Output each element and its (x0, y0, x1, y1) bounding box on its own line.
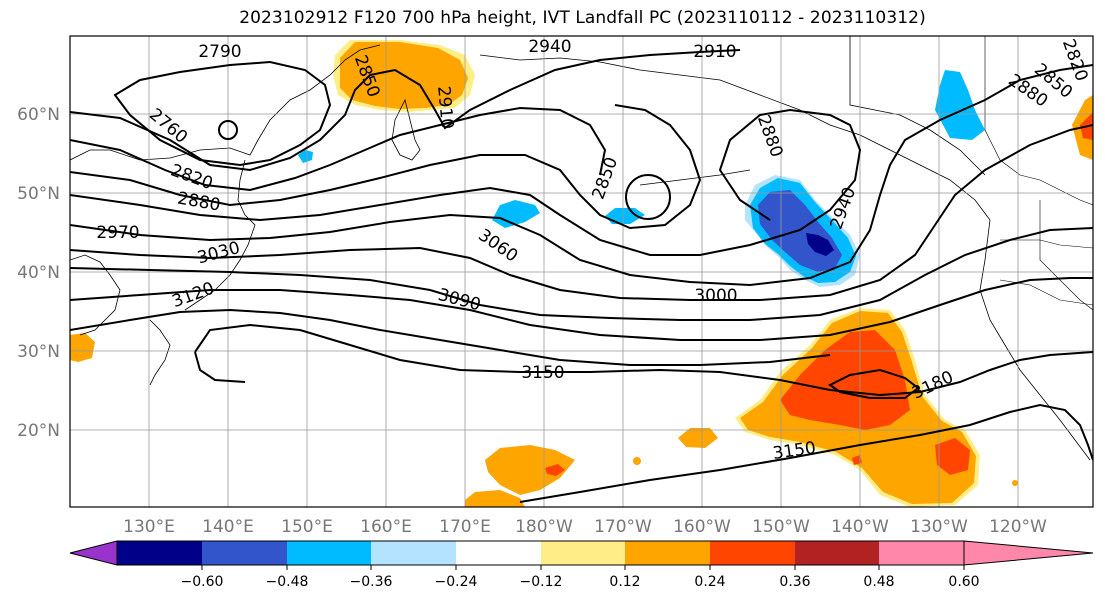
colorbar-bin (795, 541, 879, 565)
lon-label: 160°W (673, 517, 731, 537)
ivt-region-negative (492, 200, 540, 228)
lon-label: 150°E (281, 517, 333, 537)
map-title: 2023102912 F120 700 hPa height, IVT Land… (239, 8, 926, 28)
lat-label: 20°N (17, 421, 60, 441)
colorbar-extend-low (69, 540, 118, 566)
colorbar-tick-label: 0.36 (779, 574, 810, 590)
colorbar-bin (710, 541, 795, 565)
colorbar-tick-label: −0.24 (435, 574, 478, 590)
ivt-region-positive (70, 333, 95, 362)
colorbar-bin (541, 541, 625, 565)
colorbar: −0.60 −0.48 −0.36 −0.24 −0.12 0.12 0.24 … (69, 540, 1094, 590)
colorbar-tick-label: 0.60 (948, 574, 979, 590)
colorbar-tick-label: −0.12 (520, 574, 563, 590)
lon-label: 120°W (989, 517, 1047, 537)
lon-label: 170°W (594, 517, 652, 537)
contour-label: 3000 (694, 286, 737, 306)
latitude-axis: 60°N 50°N 40°N 30°N 20°N (17, 105, 60, 441)
contour-label: 2910 (693, 42, 736, 62)
lon-label: 180°W (515, 517, 573, 537)
ivt-region-positive (780, 330, 910, 430)
colorbar-tick-label: 0.12 (609, 574, 640, 590)
colorbar-bin (287, 541, 371, 565)
colorbar-tick-label: 0.24 (694, 574, 725, 590)
lat-label: 30°N (17, 342, 60, 362)
coastlines (70, 36, 1091, 461)
ivt-region-positive (485, 445, 575, 495)
ivt-region-positive (633, 457, 641, 465)
lon-label: 130°W (910, 517, 968, 537)
contour-label: 2970 (96, 223, 139, 243)
lat-label: 50°N (17, 184, 60, 204)
ivt-region-negative (806, 233, 834, 256)
lat-label: 60°N (17, 105, 60, 125)
ivt-region-positive (935, 438, 970, 475)
contour-label: 2940 (528, 37, 571, 57)
colorbar-extend-high (963, 540, 1094, 566)
lon-label: 160°E (360, 517, 412, 537)
lon-label: 130°E (123, 517, 175, 537)
longitude-axis: 130°E 140°E 150°E 160°E 170°E 180°W 170°… (123, 517, 1047, 537)
ivt-region-positive (678, 428, 718, 448)
colorbar-bin (456, 541, 541, 565)
height-contours (70, 49, 1093, 503)
ivt-region-positive (1012, 480, 1018, 486)
ivt-region-positive (852, 455, 862, 465)
contour-label: 2790 (198, 42, 241, 62)
ivt-region-positive (545, 464, 565, 476)
ivt-region-negative (935, 70, 985, 140)
colorbar-tick-label: 0.48 (863, 574, 894, 590)
map-frame (69, 35, 1094, 508)
contour-label: 2910 (433, 85, 457, 130)
colorbar-tick-label: −0.60 (181, 574, 224, 590)
colorbar-bin (625, 541, 710, 565)
colorbar-tick-label: −0.48 (266, 574, 309, 590)
lon-label: 140°W (831, 517, 889, 537)
lon-label: 150°W (752, 517, 810, 537)
colorbar-tick-label: −0.36 (350, 574, 393, 590)
lon-label: 170°E (439, 517, 491, 537)
colorbar-bin (371, 541, 456, 565)
contour-label: 3150 (521, 363, 564, 383)
lon-label: 140°E (202, 517, 254, 537)
lat-label: 40°N (17, 263, 60, 283)
colorbar-bin (202, 541, 287, 565)
ivt-region-positive (465, 490, 525, 507)
colorbar-bin (879, 541, 964, 565)
colorbar-bin (117, 541, 202, 565)
ivt-region-negative (298, 150, 313, 163)
ivt-region-negative (605, 208, 645, 224)
